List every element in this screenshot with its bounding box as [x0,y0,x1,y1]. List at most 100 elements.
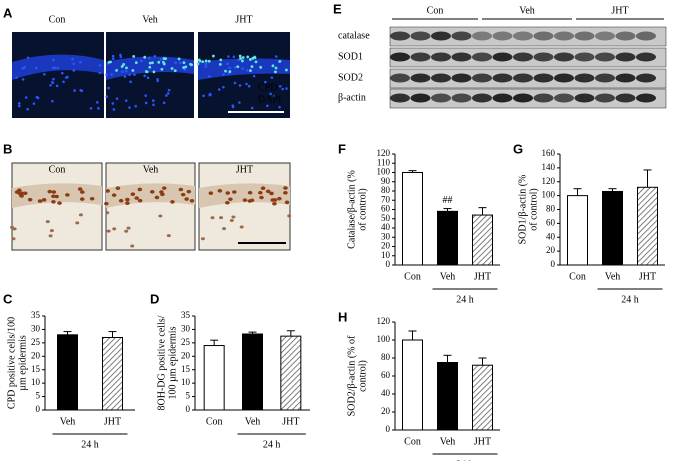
cpd-nucleus [241,59,244,63]
nucleus [208,191,214,196]
blot-band [574,73,595,83]
nucleus [232,190,237,194]
nucleus [264,80,267,84]
nucleus [167,88,171,92]
nucleus [128,106,131,109]
group-label: 24 h [81,439,99,450]
blot-band [533,31,554,41]
nucleus [272,198,278,202]
nucleus [204,65,208,68]
nucleus [35,95,39,99]
cpd-nucleus [184,65,188,69]
x-tick-label: Veh [605,271,621,282]
nucleus [287,214,292,218]
x-tick-label: Veh [440,271,456,282]
cpd-nucleus [148,61,152,65]
nucleus [77,187,83,191]
nucleus [285,87,288,90]
nucleus [266,104,269,108]
nucleus [137,198,143,203]
cpd-nucleus [251,56,255,60]
blot-band [472,93,492,103]
y-tick-label: 40 [546,231,556,241]
nucleus [26,56,30,60]
blot-band [410,52,431,62]
nucleus [228,197,233,202]
nucleus [259,195,264,200]
nucleus [238,101,241,104]
nucleus [43,72,46,76]
nucleus [49,83,52,87]
image-label: Veh [143,164,159,175]
blot-band [554,93,574,103]
nucleus [26,107,29,111]
blot-band [513,31,533,41]
cpd-nucleus [134,61,138,65]
nucleus [56,66,60,70]
nucleus [217,189,223,193]
y-tick-label: 25 [31,337,41,347]
ihc-image [105,162,196,251]
blot-group-label: Veh [519,5,535,16]
y-tick-label: 0 [186,404,191,414]
blot-band [472,31,492,41]
blot-band [431,93,451,103]
cpd-nucleus [241,56,245,59]
panel-letter: C [3,291,13,306]
nucleus [32,102,36,105]
nucleus [258,190,263,195]
nucleus [237,58,240,62]
cpd-nucleus [125,66,128,70]
nucleus [55,84,59,88]
cpd-nucleus [143,55,147,59]
y-tick-label: 0 [36,404,41,414]
blot-band [513,52,533,62]
nucleus [247,84,251,88]
nucleus [51,194,56,199]
x-tick-label: Con [404,271,421,282]
image-label: Veh [142,14,158,25]
blot-band [595,31,615,41]
panel-letter: B [3,141,12,156]
cpd-nucleus [160,67,164,71]
nucleus [222,227,227,231]
nucleus [130,192,136,196]
nucleus [65,193,70,197]
nucleus [134,104,138,108]
blot-band [554,52,574,62]
nucleus [61,71,64,75]
nucleus [62,80,65,84]
nucleus [105,95,109,98]
nucleus [111,54,115,58]
nucleus [225,200,230,205]
nucleus [278,84,282,88]
nucleus [115,97,119,100]
nucleus [124,99,128,102]
nucleus [143,74,146,78]
panel-letter: G [513,141,523,156]
nucleus [183,68,187,71]
nucleus [79,88,83,92]
nucleus [119,55,123,59]
nucleus [107,86,110,90]
stain-label: CPD [258,82,277,93]
blot-band [636,73,656,83]
y-axis-label: Catalase/β-actin (% [346,170,357,249]
blot-band [451,73,472,83]
nucleus [124,69,128,73]
x-tick-label: Veh [245,416,261,427]
nucleus [17,188,22,193]
bar [102,336,123,411]
nucleus [51,190,57,194]
blot-band [410,93,431,103]
y-tick-label: 110 [377,157,391,167]
blot-group-label: Con [427,5,444,16]
nucleus [156,79,159,83]
cpd-nucleus [120,65,124,68]
nucleus [277,196,282,201]
panel-letter: F [338,141,346,156]
epidermis [199,183,290,208]
blot-band [492,31,513,41]
nucleus [270,76,274,79]
panel-letter: A [3,5,13,20]
